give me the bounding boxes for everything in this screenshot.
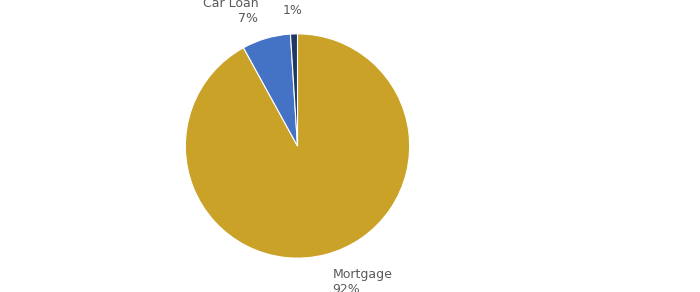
Text: Mortgage
92%: Mortgage 92% bbox=[332, 268, 392, 292]
Text: Other Debts
1%: Other Debts 1% bbox=[255, 0, 331, 17]
Wedge shape bbox=[186, 34, 410, 258]
Wedge shape bbox=[290, 34, 298, 146]
Wedge shape bbox=[244, 34, 298, 146]
Text: Car Loan
7%: Car Loan 7% bbox=[203, 0, 258, 25]
